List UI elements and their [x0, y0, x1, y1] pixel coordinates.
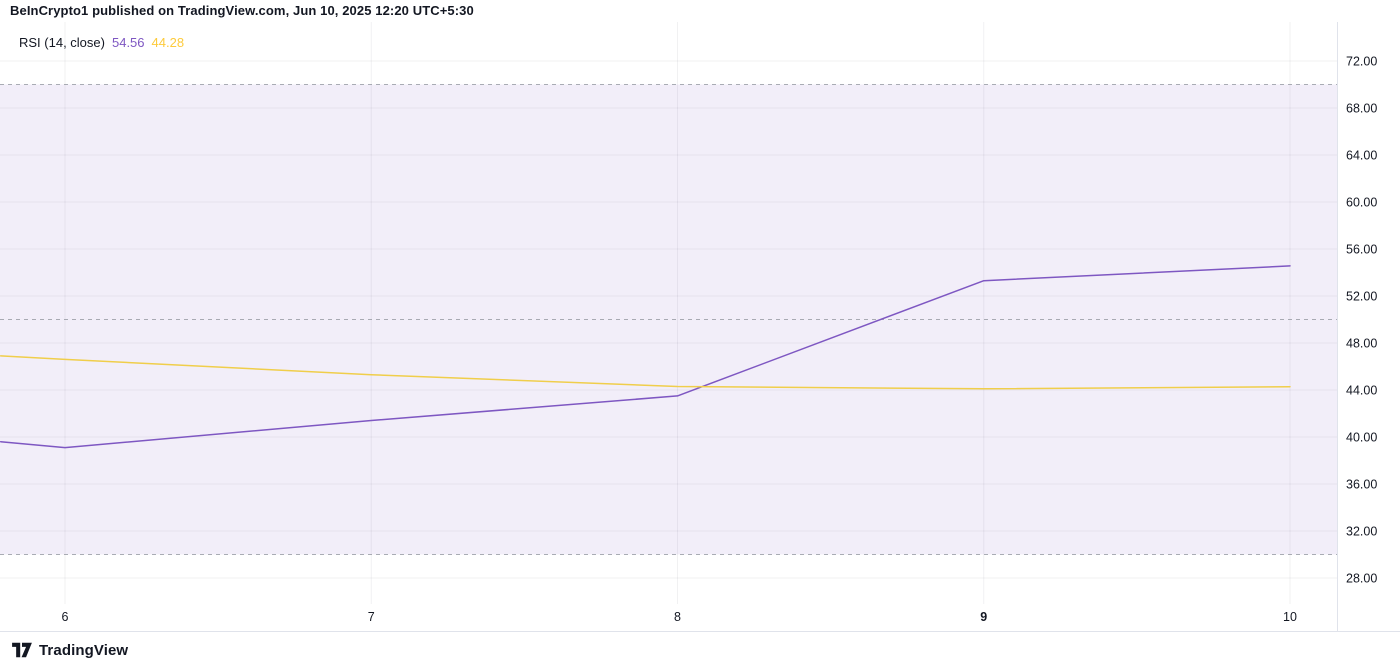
indicator-legend[interactable]: RSI (14, close) 54.56 44.28 — [19, 35, 184, 50]
rsi-ma-value: 44.28 — [151, 35, 185, 50]
attribution-text: BeInCrypto1 published on TradingView.com… — [10, 3, 474, 18]
y-axis-label[interactable]: 72.00 — [1346, 55, 1377, 69]
tradingview-logo-text: TradingView — [39, 641, 129, 659]
y-axis-label[interactable]: 68.00 — [1346, 102, 1377, 116]
y-axis-label[interactable]: 52.00 — [1346, 289, 1377, 303]
x-axis-label[interactable]: 10 — [1283, 610, 1297, 624]
x-axis-label[interactable]: 8 — [674, 610, 681, 624]
rsi-value: 54.56 — [111, 35, 145, 50]
y-axis-label[interactable]: 28.00 — [1346, 571, 1377, 585]
y-axis-label[interactable]: 48.00 — [1346, 336, 1377, 350]
y-axis-label[interactable]: 44.00 — [1346, 383, 1377, 397]
x-axis-label[interactable]: 9 — [980, 610, 987, 624]
y-axis-label[interactable]: 64.00 — [1346, 149, 1377, 163]
indicator-title: RSI (14, close) — [19, 35, 105, 50]
tradingview-logo[interactable]: TradingView — [11, 641, 128, 659]
y-axis-label[interactable]: 32.00 — [1346, 524, 1377, 538]
x-axis-label[interactable]: 7 — [368, 610, 375, 624]
rsi-chart-pane[interactable]: 72.00 68.00 64.00 60.00 56.00 52.00 48.00 44.00… — [0, 22, 1400, 635]
series-line-rsi — [0, 265, 1291, 449]
y-axis-label[interactable]: 36.00 — [1346, 477, 1377, 491]
tradingview-logo-icon — [12, 642, 32, 658]
y-axis-label[interactable]: 56.00 — [1346, 242, 1377, 256]
x-axis-label[interactable]: 6 — [62, 610, 69, 624]
series-line-rsi-based-ma — [0, 355, 1291, 390]
y-axis-label[interactable]: 40.00 — [1346, 430, 1377, 444]
y-axis-label[interactable]: 60.00 — [1346, 195, 1377, 209]
